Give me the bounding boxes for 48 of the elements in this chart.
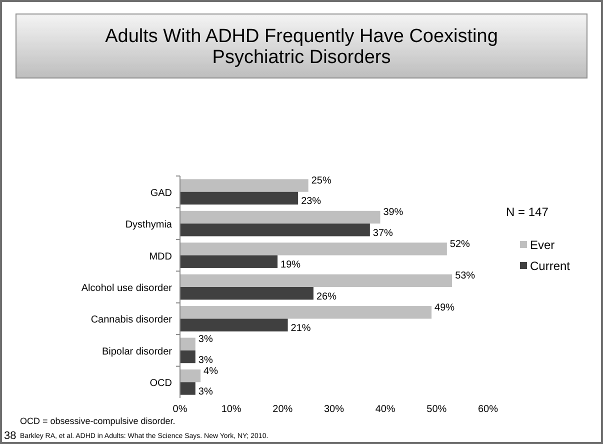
x-tick-label: 0% bbox=[172, 404, 188, 415]
chart-title: Adults With ADHD Frequently Have Coexisting Psychiatric Disorders bbox=[105, 26, 498, 68]
y-tick-label: OCD bbox=[150, 378, 172, 390]
x-tick-label: 30% bbox=[324, 404, 344, 415]
bar bbox=[180, 287, 314, 300]
y-tick-label: Bipolar disorder bbox=[102, 346, 173, 358]
legend-label: Current bbox=[530, 259, 571, 273]
text: 38 bbox=[4, 430, 16, 442]
bar bbox=[180, 242, 447, 256]
data-label: 19% bbox=[280, 260, 301, 271]
x-tick-label: 20% bbox=[272, 404, 293, 415]
bar bbox=[180, 210, 380, 224]
data-label: 25% bbox=[311, 176, 332, 187]
bar bbox=[180, 255, 278, 268]
text: N = 147 bbox=[506, 205, 549, 219]
y-tick-label: GAD bbox=[150, 188, 172, 199]
y-tick-label: Dysthymia bbox=[125, 220, 172, 231]
x-tick-label: 60% bbox=[478, 404, 498, 415]
bar bbox=[180, 350, 196, 364]
data-label: 23% bbox=[301, 196, 322, 208]
bar bbox=[180, 369, 201, 382]
bar bbox=[180, 306, 432, 319]
bar bbox=[180, 274, 452, 287]
bar bbox=[180, 224, 370, 236]
data-label: 26% bbox=[316, 291, 337, 302]
bar bbox=[180, 318, 288, 332]
data-label: 52% bbox=[450, 238, 470, 250]
data-label: 21% bbox=[290, 323, 311, 334]
data-label: 3% bbox=[198, 354, 213, 366]
data-label: 53% bbox=[455, 270, 476, 282]
data-label: 39% bbox=[383, 207, 404, 218]
legend-label: Ever bbox=[530, 238, 555, 252]
x-tick-label: 10% bbox=[221, 404, 242, 415]
y-tick-label: MDD bbox=[149, 251, 172, 262]
bar bbox=[180, 192, 298, 205]
data-label: 4% bbox=[204, 366, 218, 377]
data-label: 3% bbox=[198, 386, 213, 398]
text: OCD = obsessive-compulsive disorder. bbox=[20, 416, 176, 426]
data-label: 37% bbox=[372, 228, 394, 239]
x-tick-label: 40% bbox=[375, 404, 396, 415]
bar bbox=[180, 338, 196, 350]
y-tick-label: Cannabis disorder bbox=[90, 314, 173, 326]
bar bbox=[180, 382, 196, 395]
data-label: 49% bbox=[434, 302, 455, 314]
y-tick-label: Alcohol use disorder bbox=[81, 283, 173, 294]
x-tick-label: 50% bbox=[426, 404, 447, 415]
bar bbox=[180, 179, 308, 192]
data-label: 3% bbox=[198, 334, 213, 346]
